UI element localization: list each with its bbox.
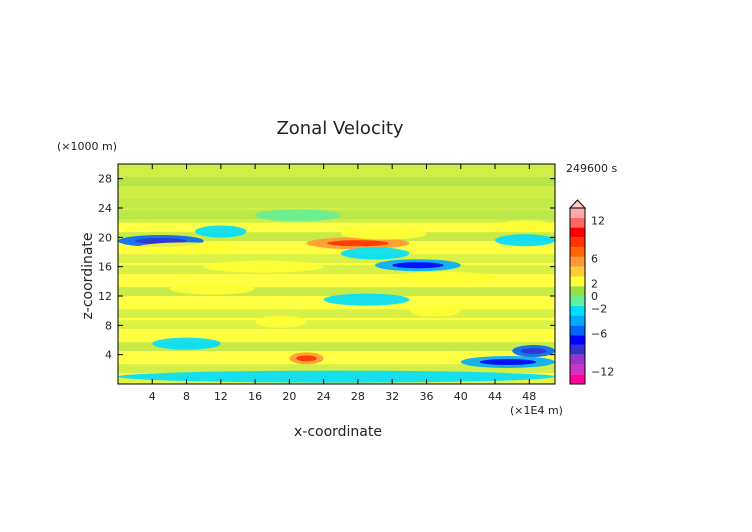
- y-tick-label: 28: [98, 173, 112, 186]
- y-tick-label: 20: [98, 231, 112, 244]
- colorbar-tick-label: 6: [591, 252, 598, 265]
- field-background-band: [118, 254, 555, 263]
- colorbar-segment: [570, 305, 585, 316]
- velocity-band: [169, 282, 256, 295]
- colorbar-tick-label: −12: [591, 365, 614, 378]
- x-axis-label: x-coordinate: [294, 424, 382, 440]
- colorbar-segment: [570, 335, 585, 345]
- colorbar-segment: [570, 247, 585, 257]
- x-unit-label: (×1E4 m): [510, 404, 563, 417]
- velocity-band-core: [327, 240, 389, 247]
- x-tick-label: 44: [488, 390, 502, 403]
- x-tick-label: 20: [282, 390, 296, 403]
- colorbar-segment: [570, 325, 585, 336]
- colorbar-segment: [570, 266, 585, 277]
- colorbar-tick-label: −2: [591, 303, 607, 316]
- velocity-band: [409, 304, 461, 317]
- colorbar-segment: [570, 315, 585, 326]
- velocity-band: [392, 271, 496, 284]
- x-tick-label: 4: [149, 390, 156, 403]
- x-tick-label: 16: [248, 390, 262, 403]
- colorbar-segment: [570, 286, 585, 296]
- colorbar-segment: [570, 296, 585, 306]
- velocity-band: [340, 247, 410, 260]
- velocity-band: [340, 227, 427, 240]
- x-tick-label: 40: [454, 390, 468, 403]
- y-tick-label: 4: [105, 349, 112, 362]
- plot-area: [117, 163, 556, 385]
- velocity-band-core: [296, 355, 317, 362]
- time-label: 249600 s: [566, 162, 617, 175]
- field-background-band: [118, 364, 555, 373]
- colorbar-segment: [570, 364, 585, 375]
- velocity-band-core: [392, 262, 444, 269]
- x-tick-label: 32: [385, 390, 399, 403]
- colorbar-segment: [570, 237, 585, 248]
- velocity-band-core: [479, 359, 537, 365]
- y-unit-label: (×1000 m): [57, 140, 117, 153]
- colorbar-tick-label: −6: [591, 328, 607, 341]
- y-tick-label: 8: [105, 319, 112, 332]
- colorbar: 12 6 20−2 −6 −12: [568, 199, 614, 385]
- x-tick-label: 12: [214, 390, 228, 403]
- velocity-band: [152, 337, 221, 350]
- field-background-band: [118, 320, 555, 329]
- velocity-band-core: [135, 238, 187, 244]
- chart-title: Zonal Velocity: [276, 118, 403, 139]
- colorbar-segment: [570, 208, 585, 218]
- colorbar-tick-label: 2: [591, 277, 598, 290]
- velocity-band-core: [520, 348, 547, 354]
- colorbar-segment: [570, 227, 585, 238]
- y-axis: 4 8 12 16 20 24 28: [98, 173, 555, 362]
- colorbar-overflow-arrow: [568, 199, 587, 209]
- colorbar-segment: [570, 344, 585, 355]
- field-background-band: [118, 342, 555, 351]
- field-background-band: [118, 309, 555, 318]
- velocity-band: [255, 315, 307, 328]
- colorbar-segment: [570, 374, 585, 384]
- colorbar-segment: [570, 276, 585, 287]
- x-tick-label: 24: [317, 390, 331, 403]
- colorbar-segment: [570, 354, 585, 365]
- velocity-band: [118, 370, 555, 383]
- y-tick-label: 16: [98, 261, 112, 274]
- y-axis-label: z-coordinate: [80, 232, 96, 319]
- colorbar-tick-label: 0: [591, 290, 598, 303]
- colorbar-segment: [570, 256, 585, 267]
- velocity-band: [195, 225, 247, 238]
- colorbar-segment: [570, 217, 585, 228]
- velocity-band: [495, 220, 555, 233]
- y-tick-label: 24: [98, 202, 112, 215]
- y-tick-label: 12: [98, 290, 112, 303]
- velocity-field: [118, 164, 555, 384]
- plot-frame: [117, 163, 556, 385]
- velocity-band: [323, 293, 410, 306]
- velocity-band: [135, 242, 238, 255]
- velocity-band: [203, 260, 324, 273]
- x-tick-label: 8: [183, 390, 190, 403]
- field-background-band: [118, 265, 555, 274]
- x-tick-label: 28: [351, 390, 365, 403]
- x-axis: 4 8 12 16 20 24 28 32 36 40 44 48: [149, 164, 536, 403]
- x-tick-label: 36: [419, 390, 433, 403]
- velocity-band: [495, 234, 555, 247]
- velocity-band: [255, 209, 341, 222]
- field-background-band: [118, 232, 555, 241]
- colorbar-tick-label: 12: [591, 215, 605, 228]
- field-background-band: [118, 287, 555, 296]
- x-tick-label: 48: [522, 390, 536, 403]
